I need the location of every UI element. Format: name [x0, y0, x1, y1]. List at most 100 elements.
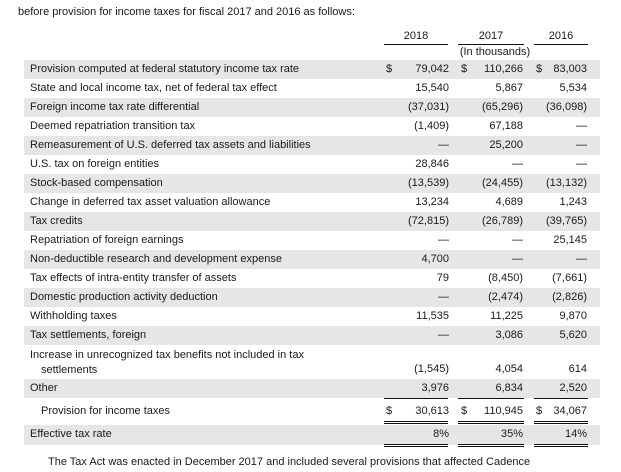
cell-2018: (1,545): [414, 363, 449, 375]
cell-2016: 5,534: [559, 82, 587, 94]
table-row: Stock-based compensation (13,539) (24,455)…: [24, 174, 600, 193]
row-label: Increase in unrecognized tax benefits no…: [30, 348, 304, 378]
cell-2016: 2,520: [559, 382, 587, 394]
cell-2018: —: [438, 329, 449, 341]
total-currency-2018: $: [386, 405, 393, 417]
header-2017-rule: [458, 44, 524, 45]
total-2018: 30,613: [415, 405, 449, 417]
cell-2016: 1,243: [559, 196, 587, 208]
cell-2016: (2,826): [552, 291, 587, 303]
table-row: Tax credits (72,815) (26,789) (39,765): [24, 212, 600, 231]
row-label-text: Tax credits: [30, 215, 83, 227]
cell-2018: —: [438, 139, 449, 151]
table-row: Non-deductible research and development …: [24, 250, 600, 269]
row-label: Remeasurement of U.S. deferred tax asset…: [30, 139, 311, 151]
row-label: Stock-based compensation: [30, 177, 163, 189]
header-2016-rule: [534, 44, 588, 45]
total-2017: 110,945: [484, 405, 523, 417]
row-label-text: Provision computed at federal statutory …: [30, 63, 300, 75]
row-label: Deemed repatriation transition tax: [30, 120, 195, 132]
row-label-text: Deemed repatriation transition tax: [30, 120, 196, 132]
row-label: Foreign income tax rate differential: [30, 101, 199, 113]
row-label-text: Withholding taxes: [30, 310, 117, 322]
effective-rate-2016: 14%: [564, 428, 587, 440]
cell-2018: (72,815): [408, 215, 449, 227]
cell-2018: 13,234: [415, 196, 449, 208]
row-label: Repatriation of foreign earnings: [30, 234, 183, 246]
currency-symbol-2016: $: [536, 63, 543, 75]
cell-2016: —: [576, 158, 587, 170]
table-row: Deemed repatriation transition tax (1,409…: [24, 117, 600, 136]
row-label-text: Change in deferred tax asset valuation a…: [30, 196, 271, 208]
row-label-text: Foreign income tax rate differential: [30, 101, 200, 113]
row-label: U.S. tax on foreign entities: [30, 158, 159, 170]
cell-2016: —: [576, 253, 587, 265]
header-2018: 2018: [403, 30, 429, 42]
total-2016: 34,067: [553, 405, 587, 417]
cell-2018: 3,976: [421, 382, 449, 394]
row-label-text: Stock-based compensation: [30, 177, 163, 189]
cell-2018: 15,540: [415, 82, 449, 94]
row-label: Other: [30, 382, 58, 394]
table-row: Domestic production activity deduction — (…: [24, 288, 600, 307]
cell-2017: —: [512, 158, 523, 170]
total-double-rule-2016: [534, 421, 588, 424]
table-row: Increase in unrecognized tax benefits no…: [24, 345, 600, 379]
cell-2016: (13,132): [546, 177, 587, 189]
total-currency-2017: $: [461, 405, 468, 417]
total-label: Provision for income taxes: [41, 405, 170, 417]
header-2018-rule: [384, 44, 448, 45]
cell-2017: 67,188: [489, 120, 523, 132]
row-label-text: Remeasurement of U.S. deferred tax asset…: [30, 139, 311, 151]
cell-2017: (26,789): [482, 215, 523, 227]
row-label: Tax effects of intra-entity transfer of …: [30, 272, 236, 284]
cell-2016: 25,145: [553, 234, 587, 246]
table-row: Provision computed at federal statutory …: [24, 60, 600, 79]
cell-2017: 110,266: [484, 63, 523, 75]
cell-2017: (2,474): [488, 291, 523, 303]
cell-2018: (37,031): [408, 101, 449, 113]
subtotal-rule-2018: [384, 398, 448, 399]
cell-2016: —: [576, 139, 587, 151]
row-label: Domestic production activity deduction: [30, 291, 218, 303]
subtotal-rule-2016: [534, 398, 588, 399]
currency-symbol-2018: $: [386, 63, 393, 75]
cell-2016: 83,003: [553, 63, 587, 75]
cell-2017: 6,834: [495, 382, 523, 394]
cell-2016: (39,765): [546, 215, 587, 227]
effective-rate-2017: 35%: [500, 428, 523, 440]
row-label: Tax credits: [30, 215, 83, 227]
intro-text: before provision for income taxes for fi…: [18, 6, 355, 18]
table-row: U.S. tax on foreign entities 28,846 — —: [24, 155, 600, 174]
effective-rate-2018: 8%: [433, 428, 449, 440]
cell-2018: 28,846: [415, 158, 449, 170]
table-row: Tax effects of intra-entity transfer of …: [24, 269, 600, 288]
header-2016: 2016: [548, 30, 574, 42]
cell-2017: 4,689: [495, 196, 523, 208]
outro-sentence: The Tax Act was enacted in December 2017…: [48, 456, 531, 468]
table-row: Repatriation of foreign earnings — — 25,145: [24, 231, 600, 250]
cell-2017: 4,054: [495, 363, 523, 375]
currency-symbol-2017: $: [461, 63, 468, 75]
row-label-text: Domestic production activity deduction: [30, 291, 218, 303]
header-units: (In thousands): [459, 46, 531, 58]
table-row: Other 3,976 6,834 2,520: [24, 379, 600, 398]
header-2017: 2017: [478, 30, 504, 42]
row-label: State and local income tax, net of feder…: [30, 82, 277, 94]
cell-2016: 5,620: [559, 329, 587, 341]
cell-2017: —: [512, 234, 523, 246]
cell-2017: 11,225: [490, 310, 523, 322]
cell-2017: (8,450): [488, 272, 523, 284]
row-label-text: State and local income tax, net of feder…: [30, 82, 277, 94]
row-label-text: Other: [30, 382, 58, 394]
subtotal-rule-2017: [458, 398, 524, 399]
row-label-text: Repatriation of foreign earnings: [30, 234, 184, 246]
cell-2016: 614: [568, 363, 587, 375]
row-label-text: Non-deductible research and development …: [30, 253, 282, 265]
cell-2016: (7,661): [552, 272, 587, 284]
cell-2018: 11,535: [416, 310, 449, 322]
cell-2018: —: [438, 234, 449, 246]
table-row: Tax settlements, foreign — 3,086 5,620: [24, 326, 600, 345]
row-label-text: Increase in unrecognized tax benefits no…: [30, 349, 304, 361]
total-currency-2016: $: [536, 405, 543, 417]
